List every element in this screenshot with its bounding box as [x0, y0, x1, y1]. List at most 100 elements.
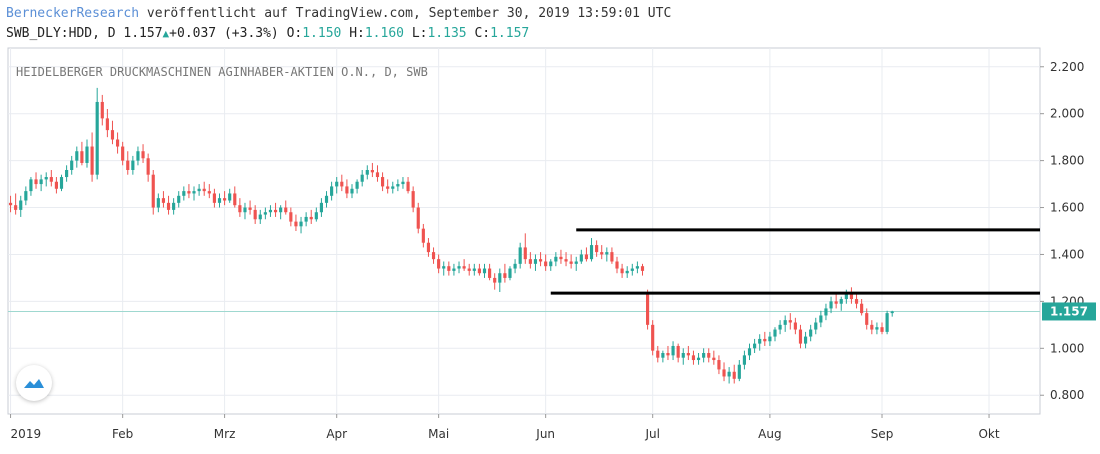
x-tick-label: Okt — [978, 427, 999, 441]
candle-body — [793, 322, 797, 330]
symbol-name: SWB_DLY:HDD, D — [6, 26, 116, 41]
candle-body — [95, 101, 99, 175]
low-value: 1.135 — [427, 26, 467, 41]
candle-body — [299, 221, 303, 227]
candle-body — [355, 181, 359, 189]
candle-body — [360, 174, 364, 182]
symbol-line: SWB_DLY:HDD, D 1.157▲+0.037 (+3.3%) O:1.… — [6, 26, 529, 41]
candle-body — [630, 268, 634, 271]
candle-body — [574, 261, 578, 264]
candle-body — [528, 259, 532, 264]
candle-body — [172, 202, 176, 210]
high-label: H: — [349, 26, 365, 41]
candle-body — [493, 277, 497, 283]
last-price: 1.157 — [123, 26, 163, 41]
candle-body — [656, 350, 660, 358]
candle-body — [248, 207, 252, 210]
candle-body — [65, 170, 69, 178]
candle-body — [44, 177, 48, 180]
last-price-tag — [1042, 302, 1096, 321]
candle-body — [365, 170, 369, 175]
candle-body — [640, 266, 645, 271]
candle-body — [197, 188, 201, 192]
candle-body — [380, 177, 385, 187]
candle-body — [217, 198, 222, 203]
y-tick-label: 2.200 — [1050, 60, 1084, 74]
candle-body — [426, 242, 431, 253]
candle-body — [875, 327, 879, 330]
candle-body — [396, 184, 400, 187]
x-tick-label: Sep — [871, 427, 894, 441]
candle-body — [605, 252, 609, 255]
candle-body — [192, 191, 196, 194]
candle-body — [651, 324, 655, 351]
candle-body — [49, 177, 53, 182]
candle-body — [105, 118, 109, 131]
candle-body — [19, 200, 23, 210]
candle-body — [258, 214, 262, 220]
candle-body — [860, 303, 864, 314]
candle-body — [8, 202, 13, 206]
candle-body — [110, 130, 115, 140]
candle-body — [773, 329, 777, 337]
candle-body — [722, 369, 726, 377]
candle-body — [416, 207, 420, 229]
candle-body — [345, 186, 349, 194]
candle-body — [335, 181, 339, 187]
candle-body — [595, 245, 599, 253]
candle-body — [849, 292, 854, 300]
x-tick-label: Jun — [535, 427, 555, 441]
candle-body — [34, 179, 38, 185]
candle-body — [156, 198, 160, 208]
candle-body — [615, 261, 619, 269]
x-tick-label: Apr — [326, 427, 347, 441]
candle-body — [223, 198, 227, 201]
candle-body — [90, 146, 94, 175]
candle-body — [870, 324, 874, 330]
candle-body — [340, 181, 344, 187]
tradingview-logo-icon — [24, 379, 44, 388]
candle-body — [309, 216, 313, 220]
candle-body — [788, 320, 792, 323]
candle-body — [100, 101, 104, 119]
candle-body — [890, 311, 894, 314]
candle-body — [819, 315, 823, 323]
candle-body — [126, 160, 130, 170]
candle-body — [472, 268, 476, 271]
candle-body — [559, 256, 563, 260]
candle-body — [691, 355, 696, 361]
price-change: +0.037 (+3.3%) — [169, 26, 279, 41]
last-price-tag-label: 1.157 — [1050, 304, 1088, 318]
candle-body — [238, 205, 242, 213]
candle-body — [686, 353, 690, 356]
close-value: 1.157 — [490, 26, 530, 41]
candle-body — [330, 186, 334, 196]
candle-body — [462, 266, 466, 269]
candle-body — [712, 357, 716, 361]
candle-body — [136, 151, 140, 161]
candle-body — [437, 259, 441, 269]
low-label: L: — [411, 26, 428, 41]
candle-body — [442, 266, 446, 269]
candle-body — [202, 188, 206, 192]
candle-body — [452, 268, 456, 271]
x-tick-label: 2019 — [11, 427, 42, 441]
y-tick-label: 2.000 — [1050, 107, 1084, 121]
candle-body — [406, 181, 410, 192]
candle-body — [635, 266, 639, 269]
candle-body — [421, 228, 425, 243]
tradingview-logo-button[interactable] — [16, 365, 52, 401]
author-link[interactable]: BerneckerResearch — [6, 6, 140, 21]
candle-body — [702, 353, 706, 358]
candle-body — [279, 207, 283, 213]
candle-body — [732, 371, 736, 379]
candle-body — [350, 188, 354, 194]
candle-body — [212, 193, 216, 203]
candle-body — [753, 343, 757, 349]
candle-body — [646, 294, 650, 325]
candle-body — [620, 268, 624, 274]
candle-body — [401, 181, 405, 185]
candle-body — [187, 191, 191, 194]
candle-body — [696, 357, 701, 361]
